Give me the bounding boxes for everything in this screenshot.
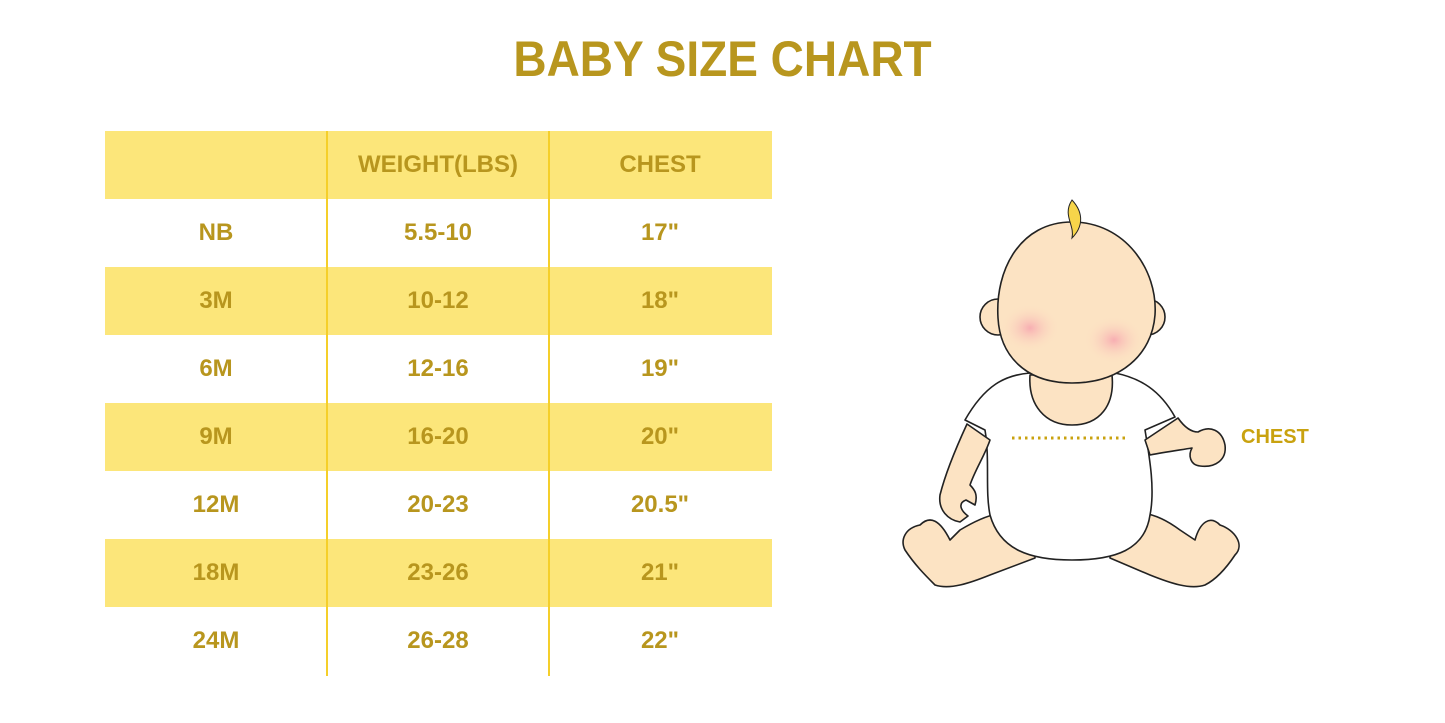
size-cell: 12M	[192, 491, 240, 518]
column-divider	[548, 131, 550, 676]
size-cell: 3M	[199, 287, 233, 314]
weight-cell: 20-23	[407, 491, 469, 518]
weight-cell: 10-12	[407, 287, 469, 314]
size-cell: 18M	[192, 559, 240, 586]
table-header-row: WEIGHT(LBS) CHEST	[105, 131, 772, 199]
left-arm	[938, 423, 991, 523]
chest-cell: 22"	[640, 627, 680, 654]
chest-cell: 20"	[640, 423, 680, 450]
table-row: NB 5.5-10 17"	[105, 199, 772, 267]
chest-cell: 18"	[640, 287, 680, 314]
table-row: 3M 10-12 18"	[105, 267, 772, 335]
right-arm	[1144, 417, 1226, 468]
chest-label: CHEST	[1241, 426, 1309, 448]
table-row: 24M 26-28 22"	[105, 607, 772, 675]
onesie	[964, 372, 1176, 561]
size-cell: 24M	[192, 627, 240, 654]
size-cell: 9M	[199, 423, 233, 450]
size-cell: NB	[198, 219, 234, 246]
page-title: BABY SIZE CHART	[513, 31, 932, 87]
table-row: 12M 20-23 20.5"	[105, 471, 772, 539]
neck	[1029, 374, 1114, 426]
weight-cell: 12-16	[407, 355, 469, 382]
table-row: 6M 12-16 19"	[105, 335, 772, 403]
chest-cell: 17"	[640, 219, 680, 246]
chest-cell: 20.5"	[630, 491, 690, 518]
header-cell: CHEST	[619, 151, 701, 178]
chest-cell: 19"	[640, 355, 680, 382]
table-row: 9M 16-20 20"	[105, 403, 772, 471]
weight-cell: 16-20	[407, 423, 469, 450]
weight-cell: 26-28	[407, 627, 469, 654]
chest-cell: 21"	[640, 559, 680, 586]
size-table: WEIGHT(LBS) CHEST NB 5.5-10 17" 3M 10-12…	[105, 131, 772, 675]
column-divider	[326, 131, 328, 676]
hair-curl	[1067, 199, 1082, 240]
left-cheek	[1000, 304, 1060, 352]
table-row: 18M 23-26 21"	[105, 539, 772, 607]
right-cheek	[1084, 316, 1144, 364]
weight-cell: 23-26	[407, 559, 469, 586]
weight-cell: 5.5-10	[403, 219, 473, 246]
size-cell: 6M	[199, 355, 233, 382]
header-cell: WEIGHT(LBS)	[358, 151, 518, 178]
